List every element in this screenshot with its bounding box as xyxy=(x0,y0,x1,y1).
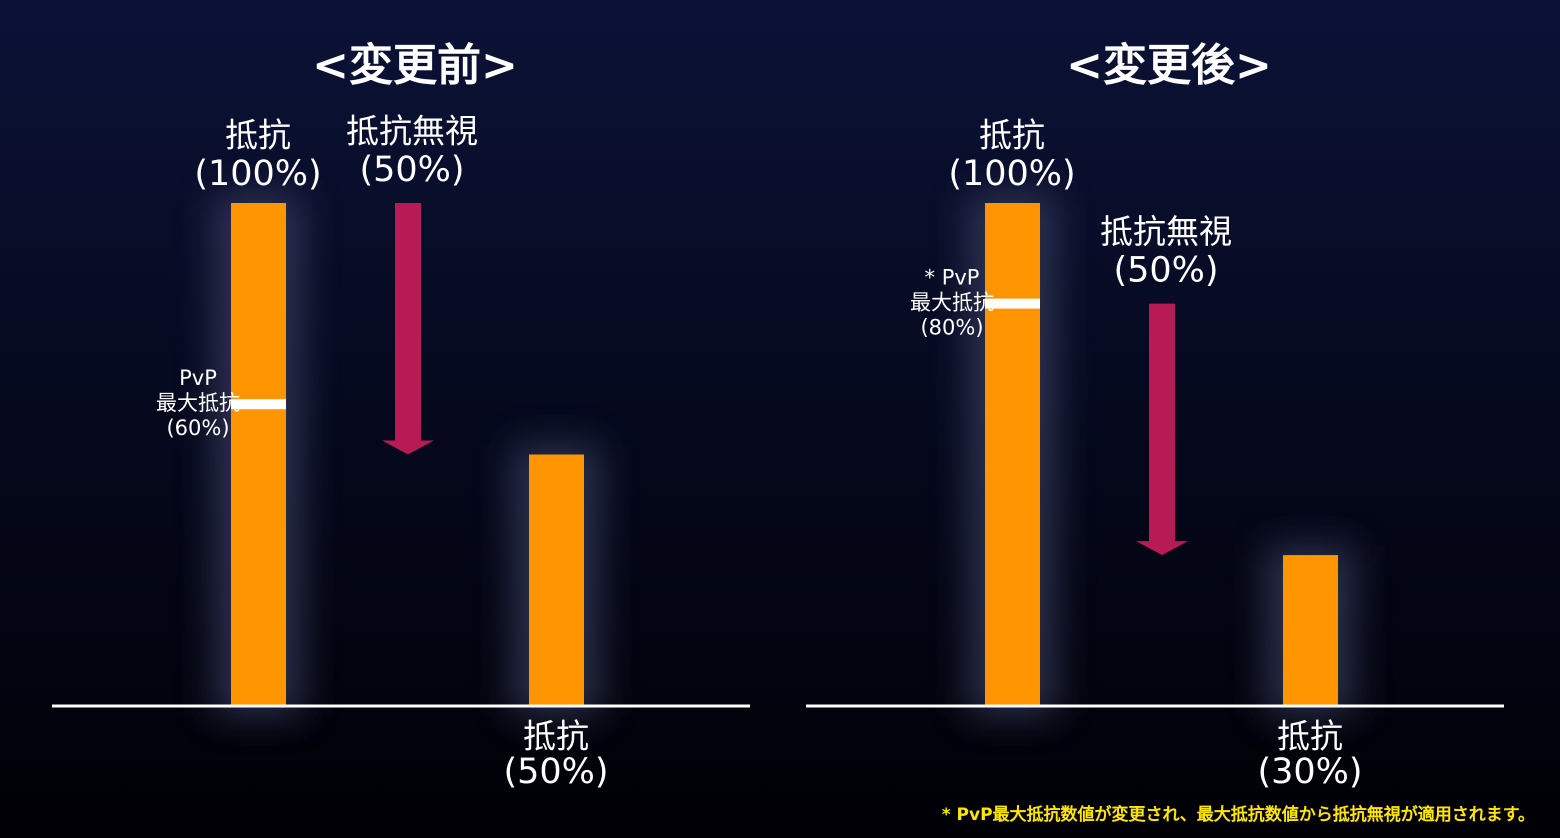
bar xyxy=(985,203,1040,706)
pvp-label: 最大抵抗 xyxy=(910,291,994,315)
bar-label: 抵抗 xyxy=(523,717,589,756)
pvp-marker xyxy=(985,298,1040,309)
bar-label: 抵抗 xyxy=(1277,717,1343,756)
pvp-marker xyxy=(231,399,286,410)
bar-value-label: (30%) xyxy=(1257,752,1362,792)
arrow xyxy=(382,203,434,455)
bar-label: 抵抗 xyxy=(225,116,291,155)
panel-title: <変更後> xyxy=(1066,40,1272,91)
bar xyxy=(1283,555,1338,706)
bar-value-label: (100%) xyxy=(194,154,321,194)
pvp-label: * PvP xyxy=(925,266,980,290)
pvp-label: (80%) xyxy=(920,316,983,340)
bar xyxy=(231,203,286,706)
arrow-label: 抵抗無視 xyxy=(1100,212,1232,251)
arrow-value-label: (50%) xyxy=(1113,251,1218,291)
pvp-label: PvP xyxy=(179,366,217,390)
pvp-label: (60%) xyxy=(166,416,229,440)
panel-title: <変更前> xyxy=(312,40,518,91)
bar xyxy=(529,454,584,706)
bar-value-label: (100%) xyxy=(948,154,1075,194)
bar-value-label: (50%) xyxy=(503,752,608,792)
arrow-value-label: (50%) xyxy=(359,150,464,190)
arrow xyxy=(1136,303,1188,556)
arrow-label: 抵抗無視 xyxy=(346,112,478,151)
footnote: * PvP最大抵抗数値が変更され、最大抵抗数値から抵抗無視が適用されます。 xyxy=(942,804,1535,825)
pvp-label: 最大抵抗 xyxy=(156,391,240,415)
bar-label: 抵抗 xyxy=(979,116,1045,155)
